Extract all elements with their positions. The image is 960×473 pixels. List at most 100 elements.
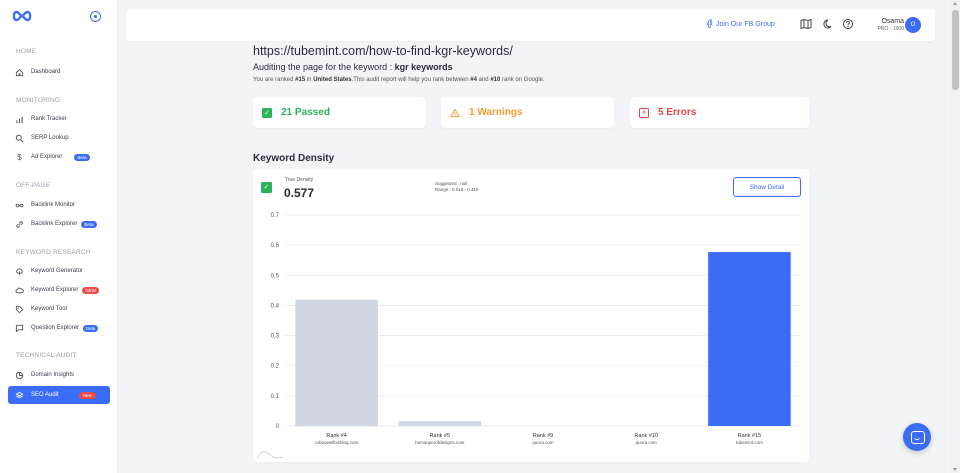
x-tick-sublabel: tubemint.com (736, 440, 763, 445)
x-tick-label: Rank #5 (430, 433, 451, 439)
map-icon[interactable] (800, 18, 812, 30)
logo-icon[interactable] (11, 9, 33, 23)
x-tick-label: Rank #4 (326, 433, 347, 439)
keyword-density-card: ✓ True Density 0.577 Suggested : null Ra… (253, 169, 809, 462)
sidebar-item-label: Dashboard (31, 69, 61, 75)
moon-icon[interactable] (822, 18, 834, 30)
beta-badge: Beta (83, 324, 99, 332)
suggested-text: Suggested : null (435, 181, 468, 186)
sidebar-item-keyword-explorer[interactable]: Keyword Explorer NEW (8, 282, 110, 298)
audit-prefix: Auditing the page for the keyword : (253, 62, 395, 72)
bar-5[interactable] (708, 252, 791, 426)
sidebar: HOME Dashboard MONITORING Rank Tracker S… (0, 0, 118, 473)
nav-section-technical-audit: TECHNICAL AUDIT (16, 352, 77, 359)
brain-icon (15, 267, 24, 276)
y-tick-label: 0.3 (271, 334, 280, 340)
sidebar-item-label: Keyword Tool (31, 306, 67, 312)
help-icon[interactable] (842, 18, 854, 30)
sidebar-item-label: Backlink Explorer (31, 221, 78, 227)
nav-section-keyword-research: KEYWORD RESEARCH (16, 249, 91, 256)
infinity-icon (15, 201, 24, 210)
passed-card[interactable]: ✓ 21 Passed (253, 97, 426, 128)
chat-icon (15, 324, 24, 333)
x-tick-sublabel: humanproofdesigns.com (415, 440, 465, 445)
sidebar-collapse-button[interactable] (90, 11, 101, 22)
top-bar: Join Our FB Group Osama PRO - 1000 O (126, 9, 935, 41)
sidebar-item-dashboard[interactable]: Dashboard (8, 64, 110, 80)
sidebar-item-question-explorer[interactable]: Question Explorer Beta (8, 320, 110, 336)
warnings-label: 1 Warnings (469, 107, 523, 118)
keyword-density-title: Keyword Density (253, 153, 335, 164)
errors-label: 5 Errors (658, 107, 697, 118)
sidebar-item-label: Rank Tracker (31, 116, 67, 122)
scrollbar[interactable] (951, 0, 960, 473)
keyword-density-chart: 0 0.1 0.2 0.3 0.4 0.5 0.6 0.7 Rank #4robpowellbi… (256, 213, 801, 459)
pie-icon (15, 371, 24, 380)
sidebar-item-label: Keyword Explorer (31, 287, 79, 293)
sidebar-item-keyword-tool[interactable]: Keyword Tool (8, 301, 110, 317)
y-tick-label: 0.7 (271, 213, 280, 219)
warnings-card[interactable]: 1 Warnings (441, 97, 614, 128)
sidebar-item-label: SEO Audit (31, 392, 59, 398)
scroll-down-arrow-icon[interactable] (953, 468, 957, 471)
rank-text: in (305, 77, 314, 83)
nav-section-monitoring: MONITORING (16, 97, 61, 104)
x-tick-sublabel: robpowellbizblog.com (315, 440, 359, 445)
beta-badge: Beta (74, 153, 90, 161)
nav-section-off-page: OFF-PAGE (16, 182, 51, 189)
sidebar-item-domain-insights[interactable]: Domain Insights (8, 367, 110, 383)
fb-group-link[interactable]: Join Our FB Group (706, 19, 775, 30)
warning-icon (450, 107, 460, 118)
fb-group-label: Join Our FB Group (716, 21, 775, 28)
sidebar-item-seo-audit[interactable]: SEO Audit New (8, 386, 110, 404)
tag-icon (15, 305, 24, 314)
y-tick-label: 0.6 (271, 243, 280, 249)
dollar-icon: $ (17, 152, 22, 162)
check-icon: ✓ (262, 107, 272, 118)
sidebar-item-label: Backlink Monitor (31, 202, 76, 208)
scroll-thumb[interactable] (952, 10, 959, 90)
y-tick-label: 0.1 (271, 394, 280, 400)
sidebar-item-serp-lookup[interactable]: SERP Lookup (8, 130, 110, 146)
rank-high: #10 (490, 77, 501, 83)
home-icon (15, 68, 24, 77)
rank-low: #4 (470, 77, 477, 83)
user-name: Osama (881, 18, 904, 25)
rank-text: rank on Google. (500, 77, 545, 83)
layers-icon (15, 391, 24, 400)
true-density-value: 0.577 (284, 186, 315, 200)
rank-current: #15 (295, 77, 306, 83)
sidebar-item-label: SERP Lookup (31, 135, 69, 141)
sparkline-icon (256, 451, 284, 459)
scroll-up-arrow-icon[interactable] (953, 2, 957, 5)
beta-badge: Beta (81, 220, 97, 228)
sidebar-item-backlink-monitor[interactable]: Backlink Monitor (8, 197, 110, 213)
show-detail-button[interactable]: Show Detail (733, 177, 801, 197)
avatar[interactable]: O (905, 17, 921, 33)
x-tick-sublabel: quora.com (636, 440, 658, 445)
sidebar-item-ad-explorer[interactable]: $ Ad Explorer Beta (8, 149, 110, 165)
new-badge: New (78, 391, 96, 399)
rank-text: .This audit report will help you rank be… (351, 77, 471, 83)
y-tick-label: 0.5 (271, 273, 280, 279)
new-badge: NEW (82, 286, 99, 294)
audit-keyword: kgr keywords (394, 62, 453, 72)
facebook-icon (706, 19, 713, 30)
user-plan: PRO - 1000 (877, 26, 904, 32)
chat-widget-button[interactable] (903, 423, 931, 451)
sidebar-item-keyword-generator[interactable]: Keyword Generator (8, 263, 110, 279)
rank-summary: You are ranked #15 in United States.This… (253, 77, 545, 83)
sidebar-item-label: Ad Explorer (31, 154, 63, 160)
rank-text: and (476, 77, 491, 83)
sidebar-item-rank-tracker[interactable]: Rank Tracker (8, 111, 110, 127)
bar-2[interactable] (398, 421, 482, 426)
x-tick-sublabel: quora.com (532, 440, 554, 445)
density-suggestion: Suggested : null Range : 0.016 - 0.419 (435, 181, 479, 193)
sidebar-item-backlink-explorer[interactable]: Backlink Explorer Beta (8, 216, 110, 232)
bar-1[interactable] (295, 299, 378, 426)
errors-card[interactable]: ✕ 5 Errors (630, 97, 809, 128)
x-tick-label: Rank #10 (634, 433, 658, 439)
sidebar-item-label: Keyword Generator (31, 268, 84, 274)
rank-text: You are ranked (253, 77, 296, 83)
y-tick-label: 0 (276, 424, 280, 430)
